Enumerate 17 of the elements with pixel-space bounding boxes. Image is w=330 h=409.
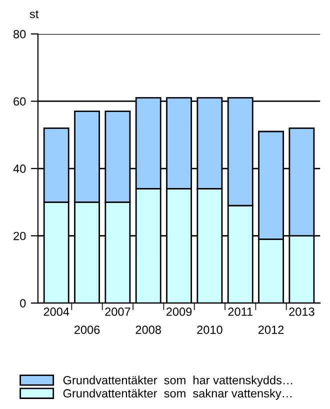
- legend-label: Grundvattentäkter som har vattenskydds…: [63, 376, 292, 387]
- x-tick-label: 2006: [74, 326, 100, 334]
- y-tick-label: 0: [20, 299, 26, 308]
- x-tick-label: 2012: [258, 326, 284, 334]
- x-tick-label: 2008: [136, 326, 161, 334]
- x-tick-label: 2010: [197, 326, 222, 334]
- y-tick-label: 20: [14, 232, 26, 240]
- legend-label: Grundvattentäkter som saknar vattensky…: [63, 388, 292, 400]
- y-axis-title: st: [30, 10, 39, 18]
- x-tick-label: 2013: [289, 308, 314, 316]
- y-tick-label: 40: [13, 164, 26, 173]
- x-tick-label: 2011: [228, 308, 252, 316]
- y-tick-label: 60: [14, 97, 26, 106]
- x-tick-label: 2004: [44, 308, 70, 316]
- x-tick-label: 2007: [105, 308, 130, 316]
- y-tick-label: 80: [14, 30, 26, 38]
- x-tick-label: 2009: [166, 308, 192, 316]
